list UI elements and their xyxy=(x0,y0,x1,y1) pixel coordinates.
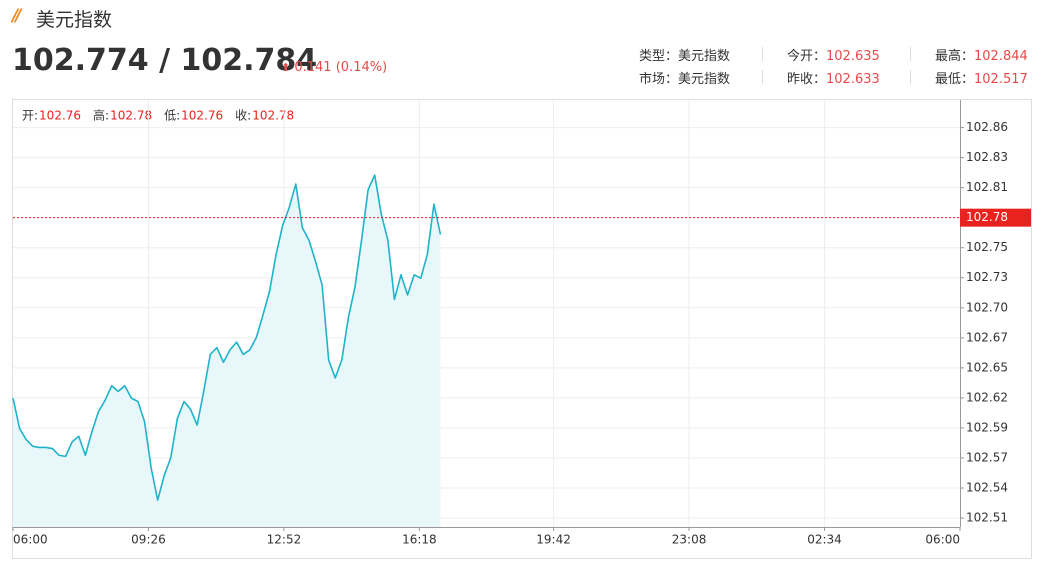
y-tick-label: 102.86 xyxy=(966,120,1008,134)
ohlc-label: 低: xyxy=(164,109,180,123)
info-value: 102.844 xyxy=(974,49,1028,64)
info-label: 市场： xyxy=(639,72,679,87)
x-tick-label: 16:18 xyxy=(402,533,437,547)
info-cell: 昨收：102.633 xyxy=(787,68,880,87)
info-cell: 最低：102.517 xyxy=(935,68,1028,87)
x-tick-label: 06:00 xyxy=(13,533,48,547)
ohlc-label: 开: xyxy=(22,109,38,123)
info-label: 最高： xyxy=(935,49,975,64)
y-tick-label: 102.81 xyxy=(966,180,1008,194)
info-cell: 今开：102.635 xyxy=(787,45,880,64)
ohlc-value: 102.78 xyxy=(252,109,294,123)
y-tick-label: 102.51 xyxy=(966,511,1008,525)
y-tick-label: 102.54 xyxy=(966,480,1008,494)
y-tick-label: 102.83 xyxy=(966,150,1008,164)
info-label: 昨收： xyxy=(787,72,827,87)
logo-icon: // xyxy=(12,6,22,26)
current-price-tag xyxy=(960,208,1031,227)
price-line xyxy=(12,174,442,501)
info-value: 102.633 xyxy=(826,72,880,87)
ohlc-label: 收: xyxy=(235,109,251,123)
ohlc-value: 102.76 xyxy=(39,109,81,123)
info-label: 最低： xyxy=(935,72,975,87)
up-arrow: ⬆ xyxy=(281,61,291,74)
separator xyxy=(910,47,911,61)
x-tick-label: 06:00 xyxy=(925,533,960,547)
info-cell: 类型：美元指数 xyxy=(639,45,730,64)
separator xyxy=(762,70,763,84)
change-value: 0.141 xyxy=(294,60,332,75)
info-cell: 市场：美元指数 xyxy=(639,68,730,87)
y-tick-label: 102.70 xyxy=(966,300,1008,314)
separator xyxy=(910,70,911,84)
y-tick-label: 102.67 xyxy=(966,330,1008,344)
info-cell: 最高：102.844 xyxy=(935,45,1028,64)
change-percent: (0.14%) xyxy=(335,60,388,75)
info-value: 美元指数 xyxy=(678,72,731,87)
ohlc-value: 102.78 xyxy=(110,109,152,123)
y-tick-label: 102.62 xyxy=(966,390,1008,404)
ohlc-label: 高: xyxy=(93,108,109,123)
current-price-label: 102.78 xyxy=(966,210,1008,224)
y-tick-label: 102.65 xyxy=(966,360,1008,374)
x-tick-label: 19:42 xyxy=(536,533,571,547)
y-tick-label: 102.73 xyxy=(966,270,1008,284)
info-value: 102.635 xyxy=(826,49,880,64)
info-label: 今开： xyxy=(787,49,827,64)
area-fill xyxy=(13,175,441,527)
change: ⬆ 0.141 (0.14%) xyxy=(281,60,387,75)
x-tick-label: 23:08 xyxy=(672,533,707,547)
chart-frame xyxy=(12,99,1032,559)
x-tick-label: 02:34 xyxy=(807,533,842,547)
info-value: 102.517 xyxy=(974,72,1028,87)
ohlc-value: 102.76 xyxy=(181,109,223,123)
y-tick-label: 102.59 xyxy=(966,420,1008,434)
price: 102.774 / 102.784 xyxy=(12,43,318,78)
info-value: 美元指数 xyxy=(678,49,731,64)
x-tick-label: 09:26 xyxy=(131,533,166,547)
y-tick-label: 102.57 xyxy=(966,450,1008,464)
y-tick-label: 102.75 xyxy=(966,240,1008,254)
separator xyxy=(762,47,763,61)
x-tick-label: 12:52 xyxy=(267,533,302,547)
page-title: 美元指数 xyxy=(36,9,113,31)
info-label: 类型： xyxy=(639,49,679,64)
